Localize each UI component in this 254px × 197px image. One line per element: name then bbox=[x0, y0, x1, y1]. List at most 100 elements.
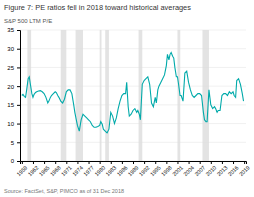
grid-line bbox=[20, 123, 246, 124]
x-tick: 1971 bbox=[60, 161, 73, 177]
x-tick: 1965 bbox=[38, 161, 51, 177]
y-tick-mark bbox=[17, 105, 20, 106]
marks bbox=[22, 30, 244, 161]
chart: Figure 7: PE ratios fell in 2018 toward … bbox=[0, 0, 254, 197]
x-tick-mark bbox=[122, 161, 123, 164]
x-tick: 2013 bbox=[216, 161, 229, 177]
y-tick: 20 bbox=[7, 84, 20, 90]
pe-line bbox=[22, 52, 244, 132]
x-tick-mark bbox=[166, 161, 167, 164]
source-note: Source: FactSet, S&P, PIMCO as of 31 Dec… bbox=[4, 188, 124, 194]
title: Figure 7: PE ratios fell in 2018 toward … bbox=[4, 3, 191, 12]
y-tick: 15 bbox=[7, 102, 20, 108]
grid bbox=[20, 30, 246, 161]
y-tick: 5 bbox=[11, 140, 20, 146]
x-tick-mark bbox=[44, 161, 45, 164]
x-tick: 1980 bbox=[93, 161, 106, 177]
y-axis-label: S&P 500 LTM P/E bbox=[4, 18, 52, 24]
x-tick-label: 2019 bbox=[238, 164, 251, 177]
x-tick: 2007 bbox=[193, 161, 206, 177]
y-tick-label: 5 bbox=[11, 140, 15, 146]
x-tick: 2001 bbox=[171, 161, 184, 177]
grid-line bbox=[20, 142, 246, 143]
plot: 0510152025303519591962196519681971197419… bbox=[7, 27, 250, 177]
x-tick: 1989 bbox=[127, 161, 140, 177]
recession-band bbox=[105, 30, 109, 161]
x-tick-mark bbox=[155, 161, 156, 164]
x-tick: 1992 bbox=[138, 161, 151, 177]
y-tick-mark bbox=[17, 67, 20, 68]
x-tick-mark bbox=[211, 161, 212, 164]
y-tick-label: 20 bbox=[7, 84, 14, 90]
y-tick: 35 bbox=[7, 27, 20, 33]
x-tick-label: 1974 bbox=[71, 164, 84, 177]
x-tick: 1983 bbox=[104, 161, 117, 177]
x-tick-mark bbox=[111, 161, 112, 164]
x-tick-label: 1971 bbox=[60, 164, 73, 177]
x-tick: 1998 bbox=[160, 161, 173, 177]
y-tick-label: 15 bbox=[7, 102, 14, 108]
y-tick-label: 25 bbox=[7, 65, 14, 71]
x-tick: 1959 bbox=[16, 161, 29, 177]
x-tick-label: 1986 bbox=[116, 164, 129, 177]
y-tick-label: 0 bbox=[11, 158, 15, 164]
y-tick-mark bbox=[17, 124, 20, 125]
x-tick-mark bbox=[222, 161, 223, 164]
x-tick-label: 1980 bbox=[93, 164, 106, 177]
y-tick: 30 bbox=[7, 46, 20, 52]
y-tick-label: 10 bbox=[7, 121, 14, 127]
x-tick-label: 2001 bbox=[171, 164, 184, 177]
x-tick-label: 1995 bbox=[149, 164, 162, 177]
x-tick: 1962 bbox=[27, 161, 40, 177]
x-tick-mark bbox=[100, 161, 101, 164]
x-tick-mark bbox=[177, 161, 178, 164]
x-tick-label: 1962 bbox=[27, 164, 40, 177]
y-tick-mark bbox=[17, 161, 20, 162]
grid-line bbox=[20, 30, 246, 31]
x-tick-mark bbox=[89, 161, 90, 164]
recession-band bbox=[27, 30, 31, 161]
x-tick: 2019 bbox=[238, 161, 251, 177]
x-tick: 2004 bbox=[182, 161, 195, 177]
y-axis-line bbox=[17, 31, 21, 162]
x-tick-mark bbox=[66, 161, 67, 164]
y-tick: 0 bbox=[11, 158, 20, 164]
x-tick-label: 2004 bbox=[182, 164, 195, 177]
grid-line bbox=[20, 104, 246, 105]
recession-band bbox=[100, 30, 102, 161]
x-tick-label: 1977 bbox=[82, 164, 95, 177]
x-tick-mark bbox=[244, 161, 245, 164]
x-tick: 2016 bbox=[227, 161, 240, 177]
x-axis: 1959196219651968197119741977198019831986… bbox=[16, 161, 251, 177]
x-tick-label: 1992 bbox=[138, 164, 151, 177]
y-tick: 10 bbox=[7, 121, 20, 127]
grid-line bbox=[20, 67, 246, 68]
x-axis-line bbox=[21, 162, 247, 165]
y-tick-label: 30 bbox=[7, 46, 14, 52]
x-tick-label: 2007 bbox=[193, 164, 206, 177]
y-tick-mark bbox=[17, 86, 20, 87]
y-tick-mark bbox=[17, 30, 20, 31]
grid-line bbox=[20, 86, 246, 87]
x-tick: 2010 bbox=[205, 161, 218, 177]
x-tick-label: 1998 bbox=[160, 164, 173, 177]
x-tick-label: 2010 bbox=[205, 164, 218, 177]
x-tick: 1974 bbox=[71, 161, 84, 177]
x-tick-mark bbox=[233, 161, 234, 164]
y-tick: 25 bbox=[7, 65, 20, 71]
x-tick: 1977 bbox=[82, 161, 95, 177]
x-tick-mark bbox=[189, 161, 190, 164]
grid-line bbox=[20, 48, 246, 49]
recession-band bbox=[76, 30, 83, 161]
y-tick-mark bbox=[17, 49, 20, 50]
x-tick-mark bbox=[55, 161, 56, 164]
x-tick-label: 1983 bbox=[104, 164, 117, 177]
x-tick-mark bbox=[33, 161, 34, 164]
x-tick-mark bbox=[133, 161, 134, 164]
x-tick: 1986 bbox=[116, 161, 129, 177]
x-tick-label: 1968 bbox=[49, 164, 62, 177]
x-tick-mark bbox=[77, 161, 78, 164]
x-tick-label: 2013 bbox=[216, 164, 229, 177]
x-tick-label: 1989 bbox=[127, 164, 140, 177]
y-tick-mark bbox=[17, 142, 20, 143]
